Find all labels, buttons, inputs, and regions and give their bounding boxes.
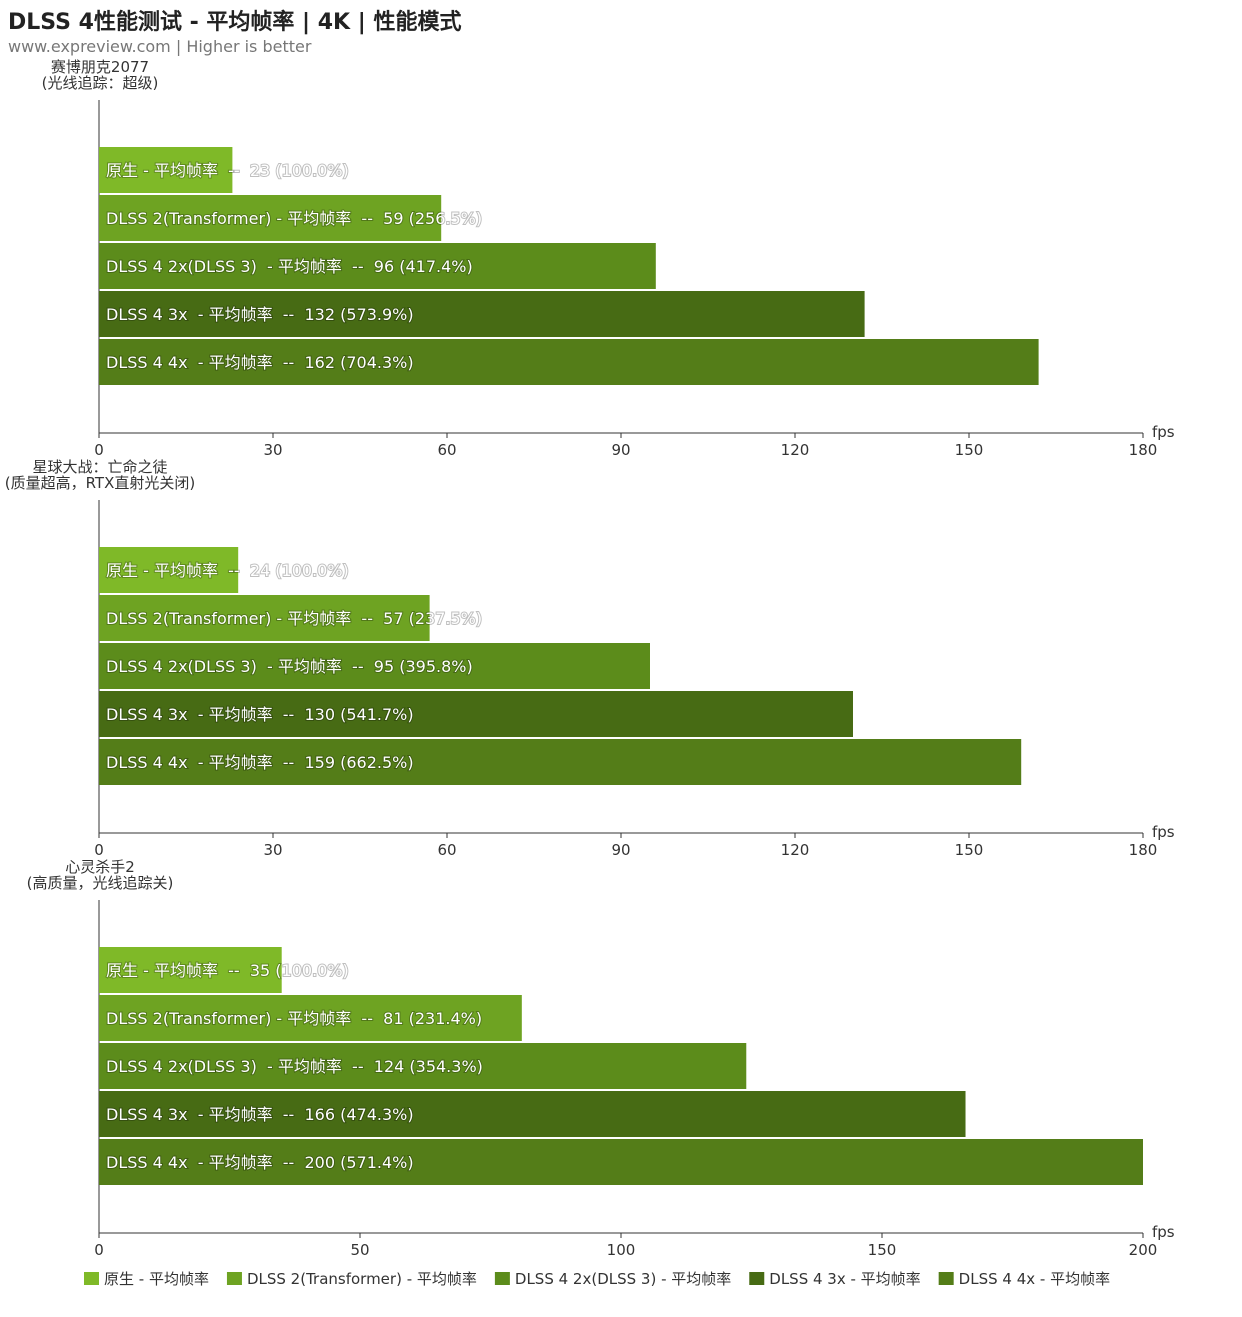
bar [99,739,1022,785]
legend-item: DLSS 4 3x - 平均帧率 [749,1270,921,1288]
legend-swatch [84,1272,99,1285]
x-axis-label: fps [1152,823,1175,841]
x-tick-label: 60 [437,841,456,859]
x-tick-label: 150 [868,1241,897,1259]
x-tick-label: 90 [611,841,630,859]
bar [99,1139,1143,1185]
legend-swatch [226,1272,242,1285]
x-axis-label: fps [1152,423,1175,441]
bar [99,243,656,289]
x-axis-label: fps [1152,1223,1175,1241]
bar-label: DLSS 4 2x(DLSS 3) - 平均帧率 -- 96 (417.4%) [106,257,473,276]
x-tick-label: 0 [94,441,104,459]
bar-label: DLSS 2(Transformer) - 平均帧率 -- 57 (237.5%… [106,609,482,628]
panel-title: (光线追踪：超级) [42,74,159,92]
bar-label: 原生 - 平均帧率 -- 23 (100.0%) [106,161,349,180]
x-tick-label: 50 [350,1241,369,1259]
panel-title: 赛博朋克2077 [51,58,149,76]
bar-label: DLSS 2(Transformer) - 平均帧率 -- 81 (231.4%… [106,1009,482,1028]
bar-label: 原生 - 平均帧率 -- 35 (100.0%) [106,961,349,980]
bar-label: DLSS 2(Transformer) - 平均帧率 -- 59 (256.5%… [106,209,482,228]
legend-label: 原生 - 平均帧率 [104,1270,209,1288]
bar [99,1043,747,1089]
x-tick-label: 120 [781,841,810,859]
panel-title: (质量超高，RTX直射光关闭) [5,474,195,492]
bar-label: DLSS 4 4x - 平均帧率 -- 200 (571.4%) [106,1153,414,1172]
legend-item: DLSS 2(Transformer) - 平均帧率 [226,1270,477,1288]
legend-label: DLSS 2(Transformer) - 平均帧率 [247,1270,477,1288]
legend-label: DLSS 4 2x(DLSS 3) - 平均帧率 [515,1270,731,1288]
x-tick-label: 60 [437,441,456,459]
panel-title: (高质量，光线追踪关) [27,874,174,892]
bar-label: 原生 - 平均帧率 -- 24 (100.0%) [106,561,349,580]
x-tick-label: 30 [263,841,282,859]
bar [99,947,282,993]
x-tick-label: 200 [1129,1241,1158,1259]
x-tick-label: 180 [1129,841,1158,859]
bar-label: DLSS 4 4x - 平均帧率 -- 159 (662.5%) [106,753,414,772]
bar [99,995,522,1041]
bar [99,643,650,689]
bar [99,195,442,241]
x-tick-label: 150 [955,441,984,459]
bar-label: DLSS 4 3x - 平均帧率 -- 130 (541.7%) [106,705,414,724]
x-tick-label: 30 [263,441,282,459]
legend-item: DLSS 4 2x(DLSS 3) - 平均帧率 [494,1270,731,1288]
bar [99,147,233,193]
bar [99,291,865,337]
x-tick-label: 0 [94,1241,104,1259]
x-tick-label: 180 [1129,441,1158,459]
panel-title: 星球大战：亡命之徒 [32,458,167,476]
x-tick-label: 0 [94,841,104,859]
legend-swatch [749,1272,765,1285]
bar [99,547,239,593]
bar-label: DLSS 4 2x(DLSS 3) - 平均帧率 -- 95 (395.8%) [106,657,473,676]
chart-title: DLSS 4性能测试 - 平均帧率 | 4K | 性能模式 [8,10,462,35]
bar-label: DLSS 4 3x - 平均帧率 -- 166 (474.3%) [106,1105,414,1124]
chart-subtitle: www.expreview.com | Higher is better [8,37,312,56]
bar-label: DLSS 4 3x - 平均帧率 -- 132 (573.9%) [106,305,414,324]
bar-label: DLSS 4 4x - 平均帧率 -- 162 (704.3%) [106,353,414,372]
x-tick-label: 150 [955,841,984,859]
x-tick-label: 90 [611,441,630,459]
legend-item: 原生 - 平均帧率 [84,1270,209,1288]
legend-swatch [494,1272,510,1285]
bar [99,691,853,737]
legend-item: DLSS 4 4x - 平均帧率 [938,1270,1110,1288]
legend-swatch [938,1272,954,1285]
x-tick-label: 100 [607,1241,636,1259]
bar [99,595,430,641]
bar [99,339,1039,385]
bar [99,1091,966,1137]
legend-label: DLSS 4 3x - 平均帧率 [769,1270,920,1288]
legend-label: DLSS 4 4x - 平均帧率 [959,1270,1110,1288]
chart-panel: 星球大战：亡命之徒(质量超高，RTX直射光关闭) 0 30 60 90 120 150 180… [5,458,1175,859]
bar-label: DLSS 4 2x(DLSS 3) - 平均帧率 -- 124 (354.3%) [106,1057,483,1076]
x-tick-label: 120 [781,441,810,459]
panel-title: 心灵杀手2 [65,858,135,876]
